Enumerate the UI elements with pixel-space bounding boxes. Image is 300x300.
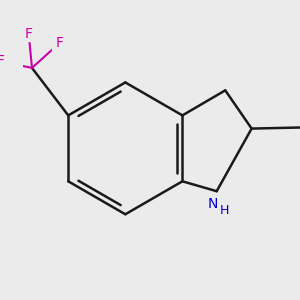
Bar [52,36,67,50]
Bar [21,26,36,41]
Text: N: N [208,197,218,211]
Text: F: F [25,27,33,41]
Text: F: F [56,36,64,50]
Bar [0,54,8,69]
Bar [205,196,228,215]
Text: H: H [220,205,229,218]
Text: F: F [0,54,4,68]
